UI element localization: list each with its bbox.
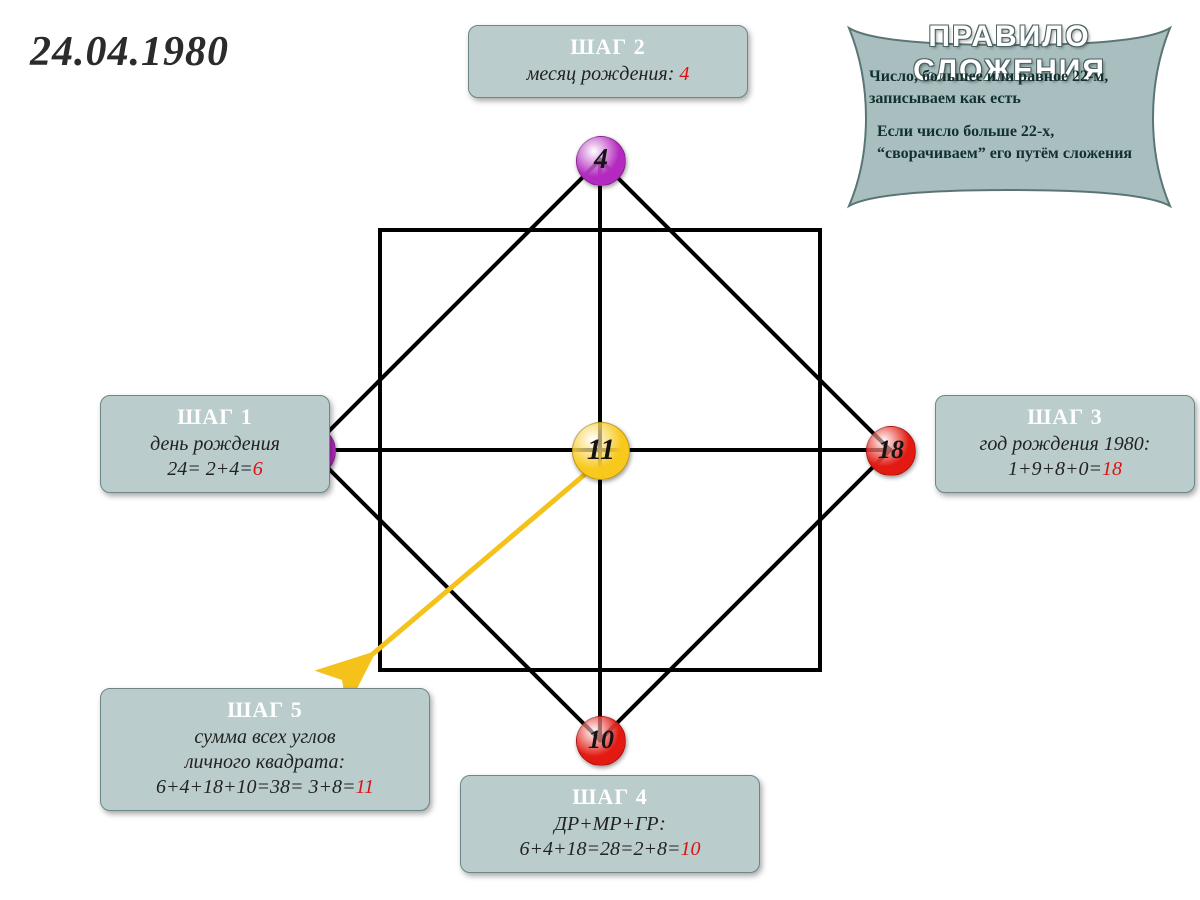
node-center: 11 [572, 422, 630, 480]
step-2-line1-pre: месяц рождения: [527, 63, 680, 85]
node-right-value: 18 [878, 435, 904, 465]
node-center-value: 11 [587, 433, 615, 467]
step-5-line3-hl: 11 [355, 776, 374, 798]
step-5-line3-pre: 6+4+18+10=38= 3+8= [156, 776, 355, 798]
step-4-body: ДР+МР+ГР: 6+4+18=28=2+8=10 [475, 812, 745, 862]
step-5-title: ШАГ 5 [115, 697, 415, 723]
step-4-box: ШАГ 4 ДР+МР+ГР: 6+4+18=28=2+8=10 [460, 775, 760, 873]
step-4-title: ШАГ 4 [475, 784, 745, 810]
step-5-body: сумма всех углов личного квадрата: 6+4+1… [115, 725, 415, 800]
step-1-body: день рождения 24= 2+4=6 [115, 432, 315, 482]
step-4-line2-pre: 6+4+18=28=2+8= [520, 838, 681, 860]
node-bottom-value: 10 [588, 725, 614, 755]
step-1-line1: день рождения [150, 433, 280, 455]
step-3-title: ШАГ 3 [950, 404, 1180, 430]
step-1-box: ШАГ 1 день рождения 24= 2+4=6 [100, 395, 330, 493]
step-3-line2-hl: 18 [1102, 458, 1122, 480]
step-1-title: ШАГ 1 [115, 404, 315, 430]
diagram-stage: 24.04.1980 ПРАВИЛО СЛОЖЕНИЯ Число, больш… [0, 0, 1200, 900]
step-5-line1: сумма всех углов [194, 726, 335, 748]
step-2-line1-hl: 4 [679, 63, 689, 85]
step-4-line2-hl: 10 [680, 838, 700, 860]
step-1-line2-pre: 24= 2+4= [167, 458, 253, 480]
node-top: 4 [576, 136, 626, 186]
step-3-line2-pre: 1+9+8+0= [1008, 458, 1102, 480]
node-bottom: 10 [576, 716, 626, 766]
step-1-line2-hl: 6 [253, 458, 263, 480]
step-3-line1: год рождения 1980: [980, 433, 1151, 455]
step-2-body: месяц рождения: 4 [483, 62, 733, 87]
step-2-title: ШАГ 2 [483, 34, 733, 60]
node-right: 18 [866, 426, 916, 476]
node-top-value: 4 [594, 144, 608, 176]
step-5-line2: личного квадрата: [185, 751, 345, 773]
step-4-line1: ДР+МР+ГР: [554, 813, 666, 835]
step-5-box: ШАГ 5 сумма всех углов личного квадрата:… [100, 688, 430, 811]
step-3-box: ШАГ 3 год рождения 1980: 1+9+8+0=18 [935, 395, 1195, 493]
step-3-body: год рождения 1980: 1+9+8+0=18 [950, 432, 1180, 482]
step-2-box: ШАГ 2 месяц рождения: 4 [468, 25, 748, 98]
